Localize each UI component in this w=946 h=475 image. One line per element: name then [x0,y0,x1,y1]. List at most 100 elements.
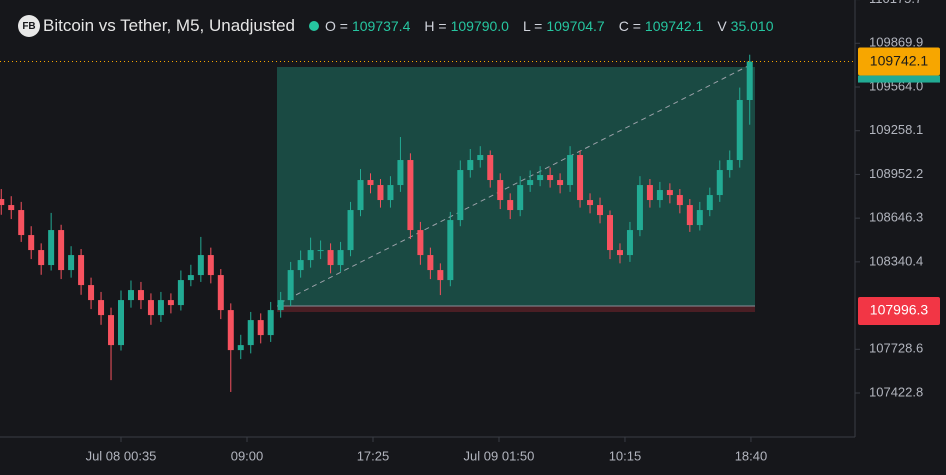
field-label: H = [424,18,447,34]
candle-body [706,195,713,211]
candle-body [197,255,204,276]
candle-body [437,270,444,281]
candle-body [8,205,15,211]
y-tick-label: 108340.4 [869,253,923,268]
rectangle-drawing-edge [277,306,755,312]
candle-body [616,250,623,256]
candle-body [227,310,234,351]
candle-body [447,220,454,281]
field-label: V [717,18,727,34]
field-value: 109704.7 [546,18,605,34]
symbol-badge: FB [18,15,40,37]
candle-body [357,180,364,211]
axes: 110175.7109869.9109564.0109258.1108952.2… [86,0,940,463]
candle-body [477,155,484,161]
y-tick-label: 110175.7 [869,0,922,6]
candle-body [646,185,653,201]
candle-body [567,155,574,186]
candle-body [716,170,723,196]
candle-body [28,235,35,251]
field-label: C = [618,18,641,34]
x-tick-label: 17:25 [357,448,390,463]
candle-body [746,61,753,101]
candle-body [547,175,554,181]
price-tag-label: 109742.1 [870,52,929,68]
candle-body [736,100,743,161]
candle-body [78,255,85,286]
y-tick-label: 109869.9 [869,35,923,50]
candle-body [217,275,224,311]
candle-body [247,320,254,346]
candle-body [517,185,524,211]
candle-body [347,210,354,251]
candle-body [417,230,424,256]
candle-body [427,255,434,271]
candle-body [38,250,45,266]
trend-line[interactable] [279,63,753,304]
candle-body [327,250,334,266]
candle-body [407,160,414,231]
candle-body [607,215,614,251]
x-tick-label: 18:40 [735,448,768,463]
field-value: 35.010 [730,18,774,34]
candle-body [257,320,264,336]
candle-body [177,280,184,306]
candle-body [577,155,584,201]
price-tag [858,297,940,326]
legend: FB Bitcoin vs Tether, M5, Unadjusted O =… [18,12,852,40]
symbol-title[interactable]: Bitcoin vs Tether, M5, Unadjusted [43,16,295,35]
candle-body [127,290,134,301]
plot-area [0,54,855,392]
candle-body [487,155,494,181]
field-value: 109790.0 [450,18,509,34]
candle-body [307,250,314,261]
price-tag-label: 107996.3 [870,302,929,318]
candle-body [527,180,534,186]
candle-body [118,300,125,346]
candle-body [68,255,75,271]
candle-body [676,195,683,206]
candle-body [237,345,244,351]
candle-body [277,300,284,311]
candle-body [626,230,633,256]
x-tick-label: 10:15 [609,448,642,463]
candle-body [726,160,733,171]
candle-body [207,255,214,276]
volume-tag [858,75,940,83]
candle-body [387,185,394,201]
candle-body [377,185,384,201]
x-tick-label: 09:00 [231,448,264,463]
candle-body [317,250,324,252]
status-dot [309,21,319,31]
candle-body [367,180,374,186]
candle-body [157,300,164,316]
field-label: O = [325,18,348,34]
candle-body [636,185,643,231]
candle-body [537,175,544,181]
candle-body [587,200,594,206]
candle-body [297,260,304,271]
candle-body [457,170,464,221]
candle-body [696,210,703,226]
candle-body [467,160,474,171]
candle-body [98,300,105,316]
price-tag [858,47,940,76]
candle-body [167,300,174,306]
candle-body [187,275,194,281]
candle-body [147,300,154,316]
candle-body [666,190,673,196]
y-tick-label: 107728.6 [869,341,923,356]
candle-body [58,230,65,271]
x-tick-label: Jul 09 01:50 [464,448,535,463]
candle-body [0,199,5,206]
candle-body [137,290,144,301]
candle-body [18,210,25,236]
rectangle-drawing[interactable] [277,67,755,307]
candle-body [497,180,504,201]
y-tick-label: 109258.1 [869,122,923,137]
candle-body [597,205,604,216]
field-value: 109737.4 [351,18,411,34]
candle-body [88,285,95,301]
candle-body [557,180,564,186]
